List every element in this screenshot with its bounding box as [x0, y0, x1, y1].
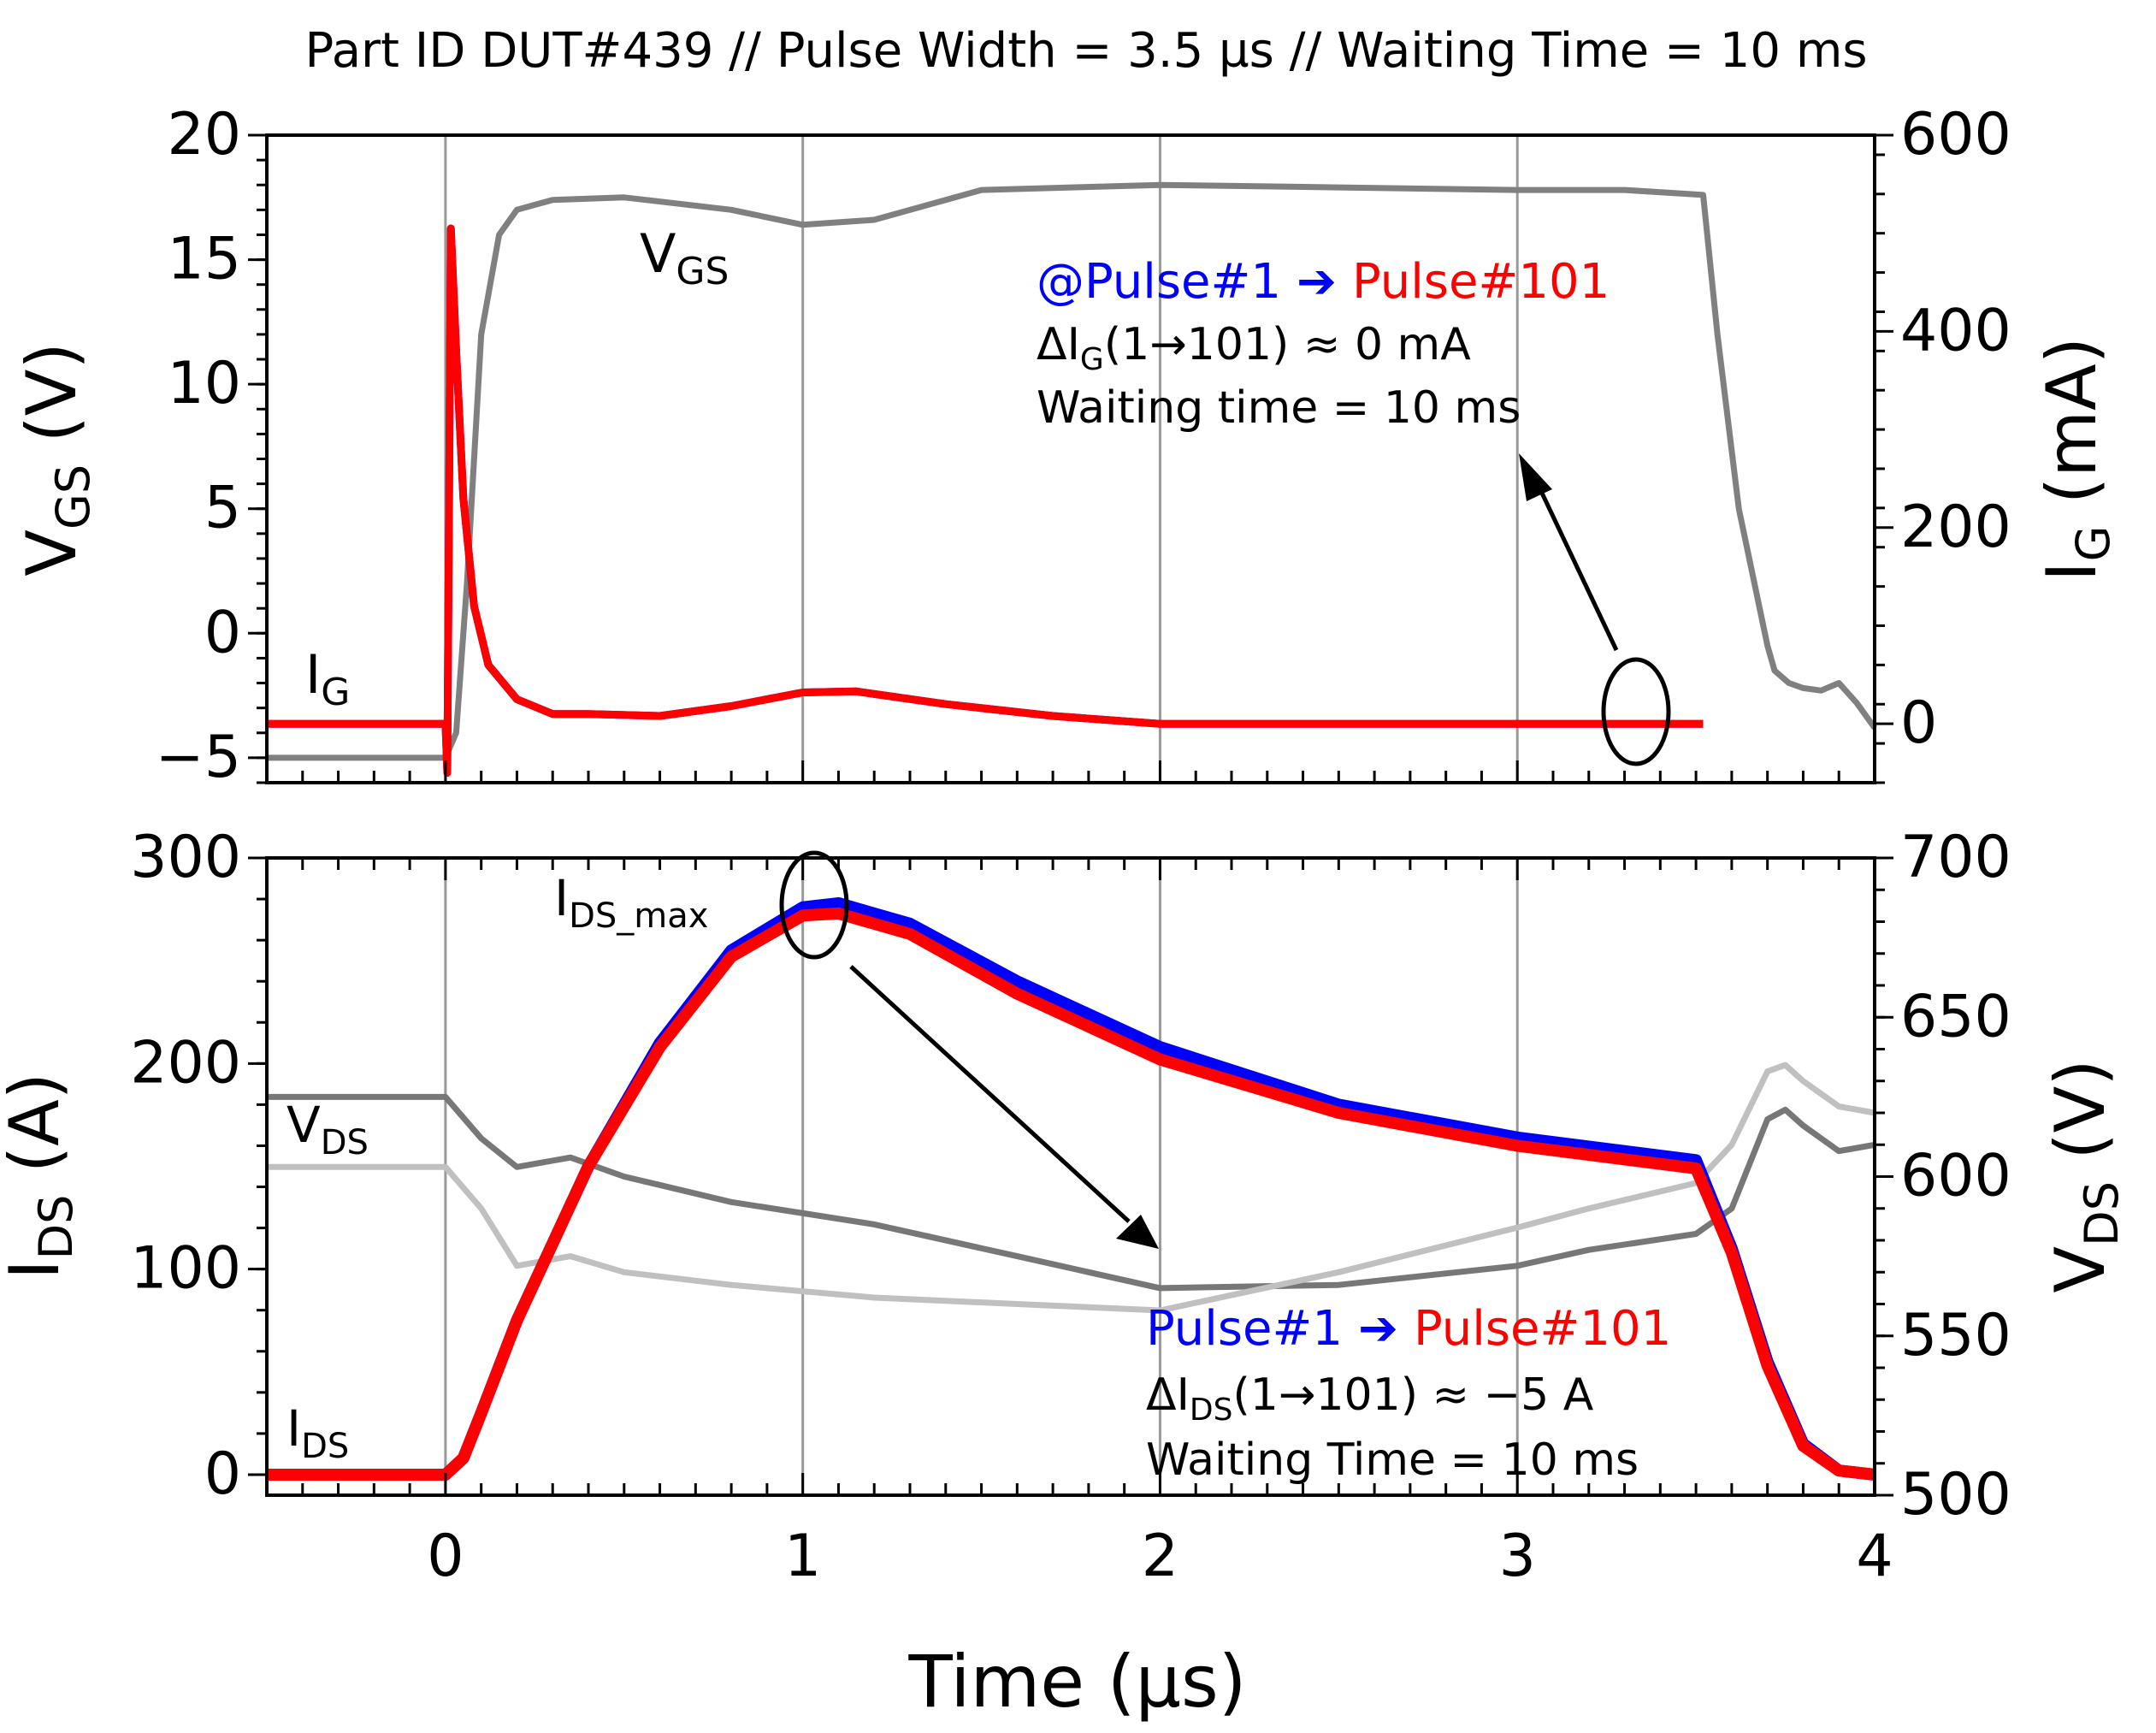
x-tick-label-1: 1 — [784, 1523, 821, 1590]
y-left-tick-label: 200 — [130, 1029, 241, 1097]
y-left-tick-label: 10 — [167, 350, 241, 417]
series-vgs — [267, 181, 1877, 761]
bottom-annotation-arrow — [849, 965, 1131, 1223]
bottom-panel: 300 200 100 0 700 650 600 550 500 0 1 2 3 4 Time (µ… — [0, 824, 2129, 1724]
bottom-ticks — [248, 856, 1893, 1497]
top-arrow-head — [1519, 453, 1552, 501]
y-right-tick-label: 550 — [1900, 1302, 2011, 1369]
top-right-tick-labels: 600 400 200 0 — [1900, 101, 2011, 757]
top-waiting-annotation: Waiting time = 10 ms — [1037, 382, 1521, 434]
bottom-delta-annotation: ΔIDS(1→101) ≈ −5 A — [1146, 1369, 1594, 1428]
y-right-tick-label: 650 — [1900, 983, 2011, 1050]
y-left-tick-label: −5 — [156, 724, 241, 791]
y-left-tick-label: 100 — [130, 1235, 241, 1303]
bottom-series — [267, 896, 1875, 1481]
bottom-gridlines — [444, 858, 1519, 1495]
top-ticks — [248, 133, 1893, 784]
x-tick-label-3: 3 — [1499, 1523, 1536, 1590]
y-right-tick-label: 600 — [1900, 101, 2011, 169]
series-ids-pulse-1 — [267, 896, 1875, 1481]
y-left-tick-label: 15 — [167, 226, 241, 293]
series-vds-pulse-101 — [267, 1062, 1875, 1314]
bottom-arrow-head — [1116, 1215, 1159, 1249]
y-left-tick-label: 300 — [130, 824, 241, 891]
bottom-right-tick-labels: 700 650 600 550 500 — [1900, 824, 2011, 1529]
bottom-left-axis-label: IDS (A) — [0, 1073, 83, 1280]
y-left-tick-label: 20 — [167, 101, 241, 169]
bottom-plot-frame — [265, 856, 1876, 1497]
bottom-right-axis-label: VDS (V) — [2041, 1059, 2129, 1292]
ids-curve-label: IDS — [286, 1399, 349, 1466]
series-ids-pulse-101 — [267, 907, 1875, 1481]
y-right-tick-label: 200 — [1900, 494, 2011, 561]
x-tick-labels: 0 1 2 3 4 — [427, 1523, 1893, 1590]
series-ig-pulse-1 — [267, 224, 1704, 777]
legend-pulse1-label: @Pulse#1 — [1037, 254, 1281, 310]
figure-title: Part ID DUT#439 // Pulse Width = 3.5 µs … — [304, 23, 1867, 79]
legend-pulse101-label-bottom: Pulse#101 — [1414, 1301, 1671, 1357]
top-panel: 20 15 10 5 0 −5 600 400 200 0 VGS (V) IG (mA) VG… — [12, 101, 2120, 791]
x-tick-label-0: 0 — [427, 1523, 464, 1590]
top-left-tick-labels: 20 15 10 5 0 −5 — [156, 101, 241, 791]
bottom-waiting-annotation: Waiting Time = 10 ms — [1146, 1434, 1639, 1486]
x-tick-label-2: 2 — [1142, 1523, 1178, 1590]
y-left-tick-label: 0 — [204, 1440, 241, 1508]
series-ig-pulse-101 — [267, 224, 1704, 777]
vgs-curve-label: VGS — [640, 222, 729, 293]
y-right-tick-label: 700 — [1900, 824, 2011, 891]
series-vds-pulse-1 — [267, 1093, 1875, 1292]
ids-max-curve-label: IDS_max — [554, 869, 708, 936]
top-gridlines — [444, 135, 1519, 783]
top-right-axis-label: IG (mA) — [2032, 337, 2120, 582]
y-right-tick-label: 0 — [1900, 689, 1937, 757]
top-delta-annotation: ΔIG(1→101) ≈ 0 mA — [1037, 319, 1471, 377]
bottom-left-tick-labels: 300 200 100 0 — [130, 824, 241, 1508]
bottom-legend: Pulse#1 ➔ Pulse#101 — [1146, 1301, 1671, 1357]
x-axis-label: Time (µs) — [907, 1640, 1246, 1724]
bottom-highlight-ellipse — [779, 850, 849, 960]
top-legend: @Pulse#1 ➔ Pulse#101 — [1037, 254, 1610, 310]
y-right-tick-label: 500 — [1900, 1461, 2011, 1529]
legend-pulse101-label: Pulse#101 — [1352, 254, 1610, 310]
y-left-tick-label: 0 — [204, 599, 241, 666]
y-right-tick-label: 600 — [1900, 1143, 2011, 1210]
vds-curve-label: VDS — [286, 1096, 369, 1162]
ig-curve-label: IG — [305, 643, 350, 714]
top-highlight-ellipse — [1601, 657, 1671, 766]
top-series — [267, 181, 1877, 777]
top-left-axis-label: VGS (V) — [12, 342, 100, 576]
y-left-tick-label: 5 — [204, 475, 241, 542]
legend-pulse1-label-bottom: Pulse#1 — [1146, 1301, 1343, 1357]
x-tick-label-4: 4 — [1856, 1523, 1893, 1590]
top-annotation-arrow — [1537, 486, 1619, 652]
y-right-tick-label: 400 — [1900, 297, 2011, 364]
